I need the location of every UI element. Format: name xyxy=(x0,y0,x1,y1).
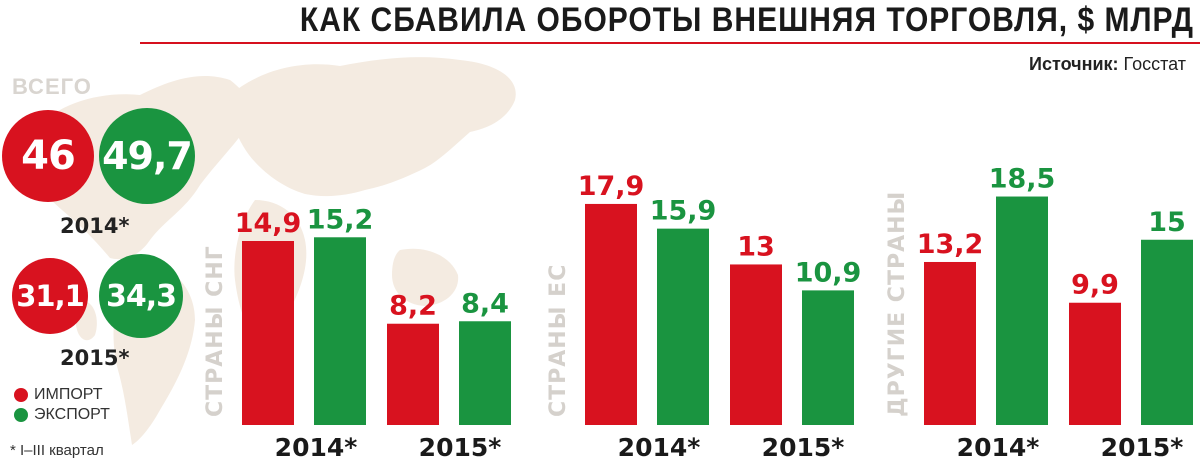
bar-value-label: 18,5 xyxy=(989,164,1056,195)
panel-title: ДРУГИЕ СТРАНЫ xyxy=(885,191,910,417)
bar-value-label: 17,9 xyxy=(578,171,645,202)
bar-import-0 xyxy=(585,203,637,425)
bar-export-1 xyxy=(1141,239,1193,425)
bar-export-0 xyxy=(314,237,366,425)
bar-export-0 xyxy=(996,196,1048,425)
bar-value-label: 13 xyxy=(737,231,775,262)
footnote: * I–III квартал xyxy=(10,442,104,459)
total-import-2015: 31,1 xyxy=(12,258,88,334)
bar-value-label: 8,4 xyxy=(461,288,509,319)
bar-value-label: 13,2 xyxy=(917,229,984,260)
bar-import-0 xyxy=(924,261,976,425)
totals-label: ВСЕГО xyxy=(12,74,92,99)
legend-import: ИМПОРТ xyxy=(14,386,103,404)
legend-import-dot xyxy=(14,388,28,402)
legend-export-label: ЭКСПОРТ xyxy=(34,406,110,423)
category-label: 2014* xyxy=(275,433,358,462)
category-label: 2014* xyxy=(618,433,701,462)
bar-panel-1: СТРАНЫ СНГ 14,9 15,2 2014* 8,2 8,4 2015* xyxy=(203,204,511,462)
bar-export-0 xyxy=(657,228,709,425)
panel-title: СТРАНЫ СНГ xyxy=(203,245,228,417)
bar-value-label: 15,9 xyxy=(650,196,717,227)
category-label: 2014* xyxy=(957,433,1040,462)
bar-value-label: 15 xyxy=(1148,207,1186,238)
category-label: 2015* xyxy=(419,433,502,462)
bar-export-1 xyxy=(459,321,511,425)
bar-import-0 xyxy=(242,240,294,425)
title-rule xyxy=(140,42,1200,44)
source-label: Источник: xyxy=(1029,54,1119,74)
bar-value-label: 14,9 xyxy=(235,208,302,239)
source-value: Госстат xyxy=(1123,54,1186,74)
panel-title: СТРАНЫ ЕС xyxy=(546,264,571,417)
legend-export-dot xyxy=(14,408,28,422)
bar-value-label: 15,2 xyxy=(307,204,374,235)
legend-export: ЭКСПОРТ xyxy=(14,406,110,424)
legend-import-label: ИМПОРТ xyxy=(34,386,103,403)
total-year-2015: 2015* xyxy=(60,346,130,370)
bar-value-label: 9,9 xyxy=(1071,270,1119,301)
bar-panel-3: ДРУГИЕ СТРАНЫ 13,2 18,5 2014* 9,9 15 2015* xyxy=(885,164,1193,462)
category-label: 2015* xyxy=(762,433,845,462)
category-label: 2015* xyxy=(1101,433,1184,462)
bar-value-label: 8,2 xyxy=(389,291,437,322)
total-export-2015: 34,3 xyxy=(99,254,183,338)
total-export-2014: 49,7 xyxy=(99,108,195,204)
chart-title: КАК СБАВИЛА ОБОРОТЫ ВНЕШНЯЯ ТОРГОВЛЯ, $ … xyxy=(299,1,1194,40)
bar-import-1 xyxy=(730,264,782,425)
total-import-2014: 46 xyxy=(2,110,94,202)
total-year-2014: 2014* xyxy=(60,214,130,238)
bar-import-1 xyxy=(1069,302,1121,425)
bar-export-1 xyxy=(802,290,854,425)
bar-value-label: 10,9 xyxy=(795,257,862,288)
source-line: Источник: Госстат xyxy=(1029,54,1186,75)
bar-import-1 xyxy=(387,323,439,425)
bar-panel-2: СТРАНЫ ЕС 17,915,9 2014* 13 10,9 2015* xyxy=(546,171,861,462)
